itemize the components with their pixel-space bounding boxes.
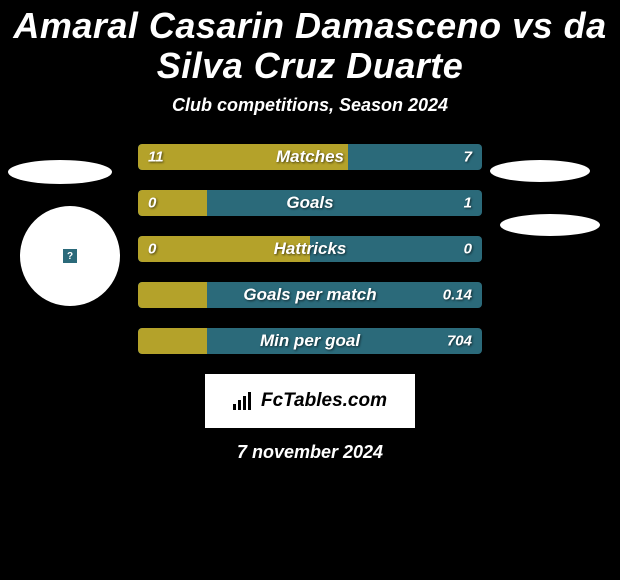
stat-row: Min per goal704 — [138, 328, 482, 354]
chart-icon — [233, 392, 255, 410]
stat-row: Hattricks0 0 — [138, 236, 482, 262]
logo-text: FcTables.com — [261, 390, 387, 412]
page-title: Amaral Casarin Damasceno vs da Silva Cru… — [0, 0, 620, 85]
stat-value-left: 0 — [148, 195, 156, 212]
comparison-content: ? Matches117Goals01Hattricks00Goals per … — [0, 144, 620, 463]
stat-row: Goals0 1 — [138, 190, 482, 216]
stat-label: Goals — [138, 193, 482, 213]
stat-value-right: 1 — [464, 195, 472, 212]
logo-box: FcTables.com — [205, 374, 415, 428]
stat-value-right: 0.14 — [443, 287, 472, 304]
stat-label: Min per goal — [138, 331, 482, 351]
right-decor-ellipse — [490, 160, 590, 182]
stat-value-right: 704 — [447, 333, 472, 350]
avatar-placeholder-icon: ? — [63, 249, 77, 263]
player-avatar: ? — [20, 206, 120, 306]
subtitle: Club competitions, Season 2024 — [0, 95, 620, 116]
stat-label: Matches — [138, 147, 482, 167]
stat-value-left: 0 — [148, 241, 156, 258]
stat-label: Hattricks — [138, 239, 482, 259]
stat-value-left: 11 — [148, 149, 164, 166]
left-decor-ellipse — [8, 160, 112, 184]
right-decor-ellipse-2 — [500, 214, 600, 236]
stat-row: Matches11 7 — [138, 144, 482, 170]
stat-value-right: 0 — [464, 241, 472, 258]
date-label: 7 november 2024 — [0, 442, 620, 463]
stat-row: Goals per match0.14 — [138, 282, 482, 308]
stat-bars: Matches117Goals01Hattricks00Goals per ma… — [138, 144, 482, 354]
stat-label: Goals per match — [138, 285, 482, 305]
stat-value-right: 7 — [464, 149, 472, 166]
